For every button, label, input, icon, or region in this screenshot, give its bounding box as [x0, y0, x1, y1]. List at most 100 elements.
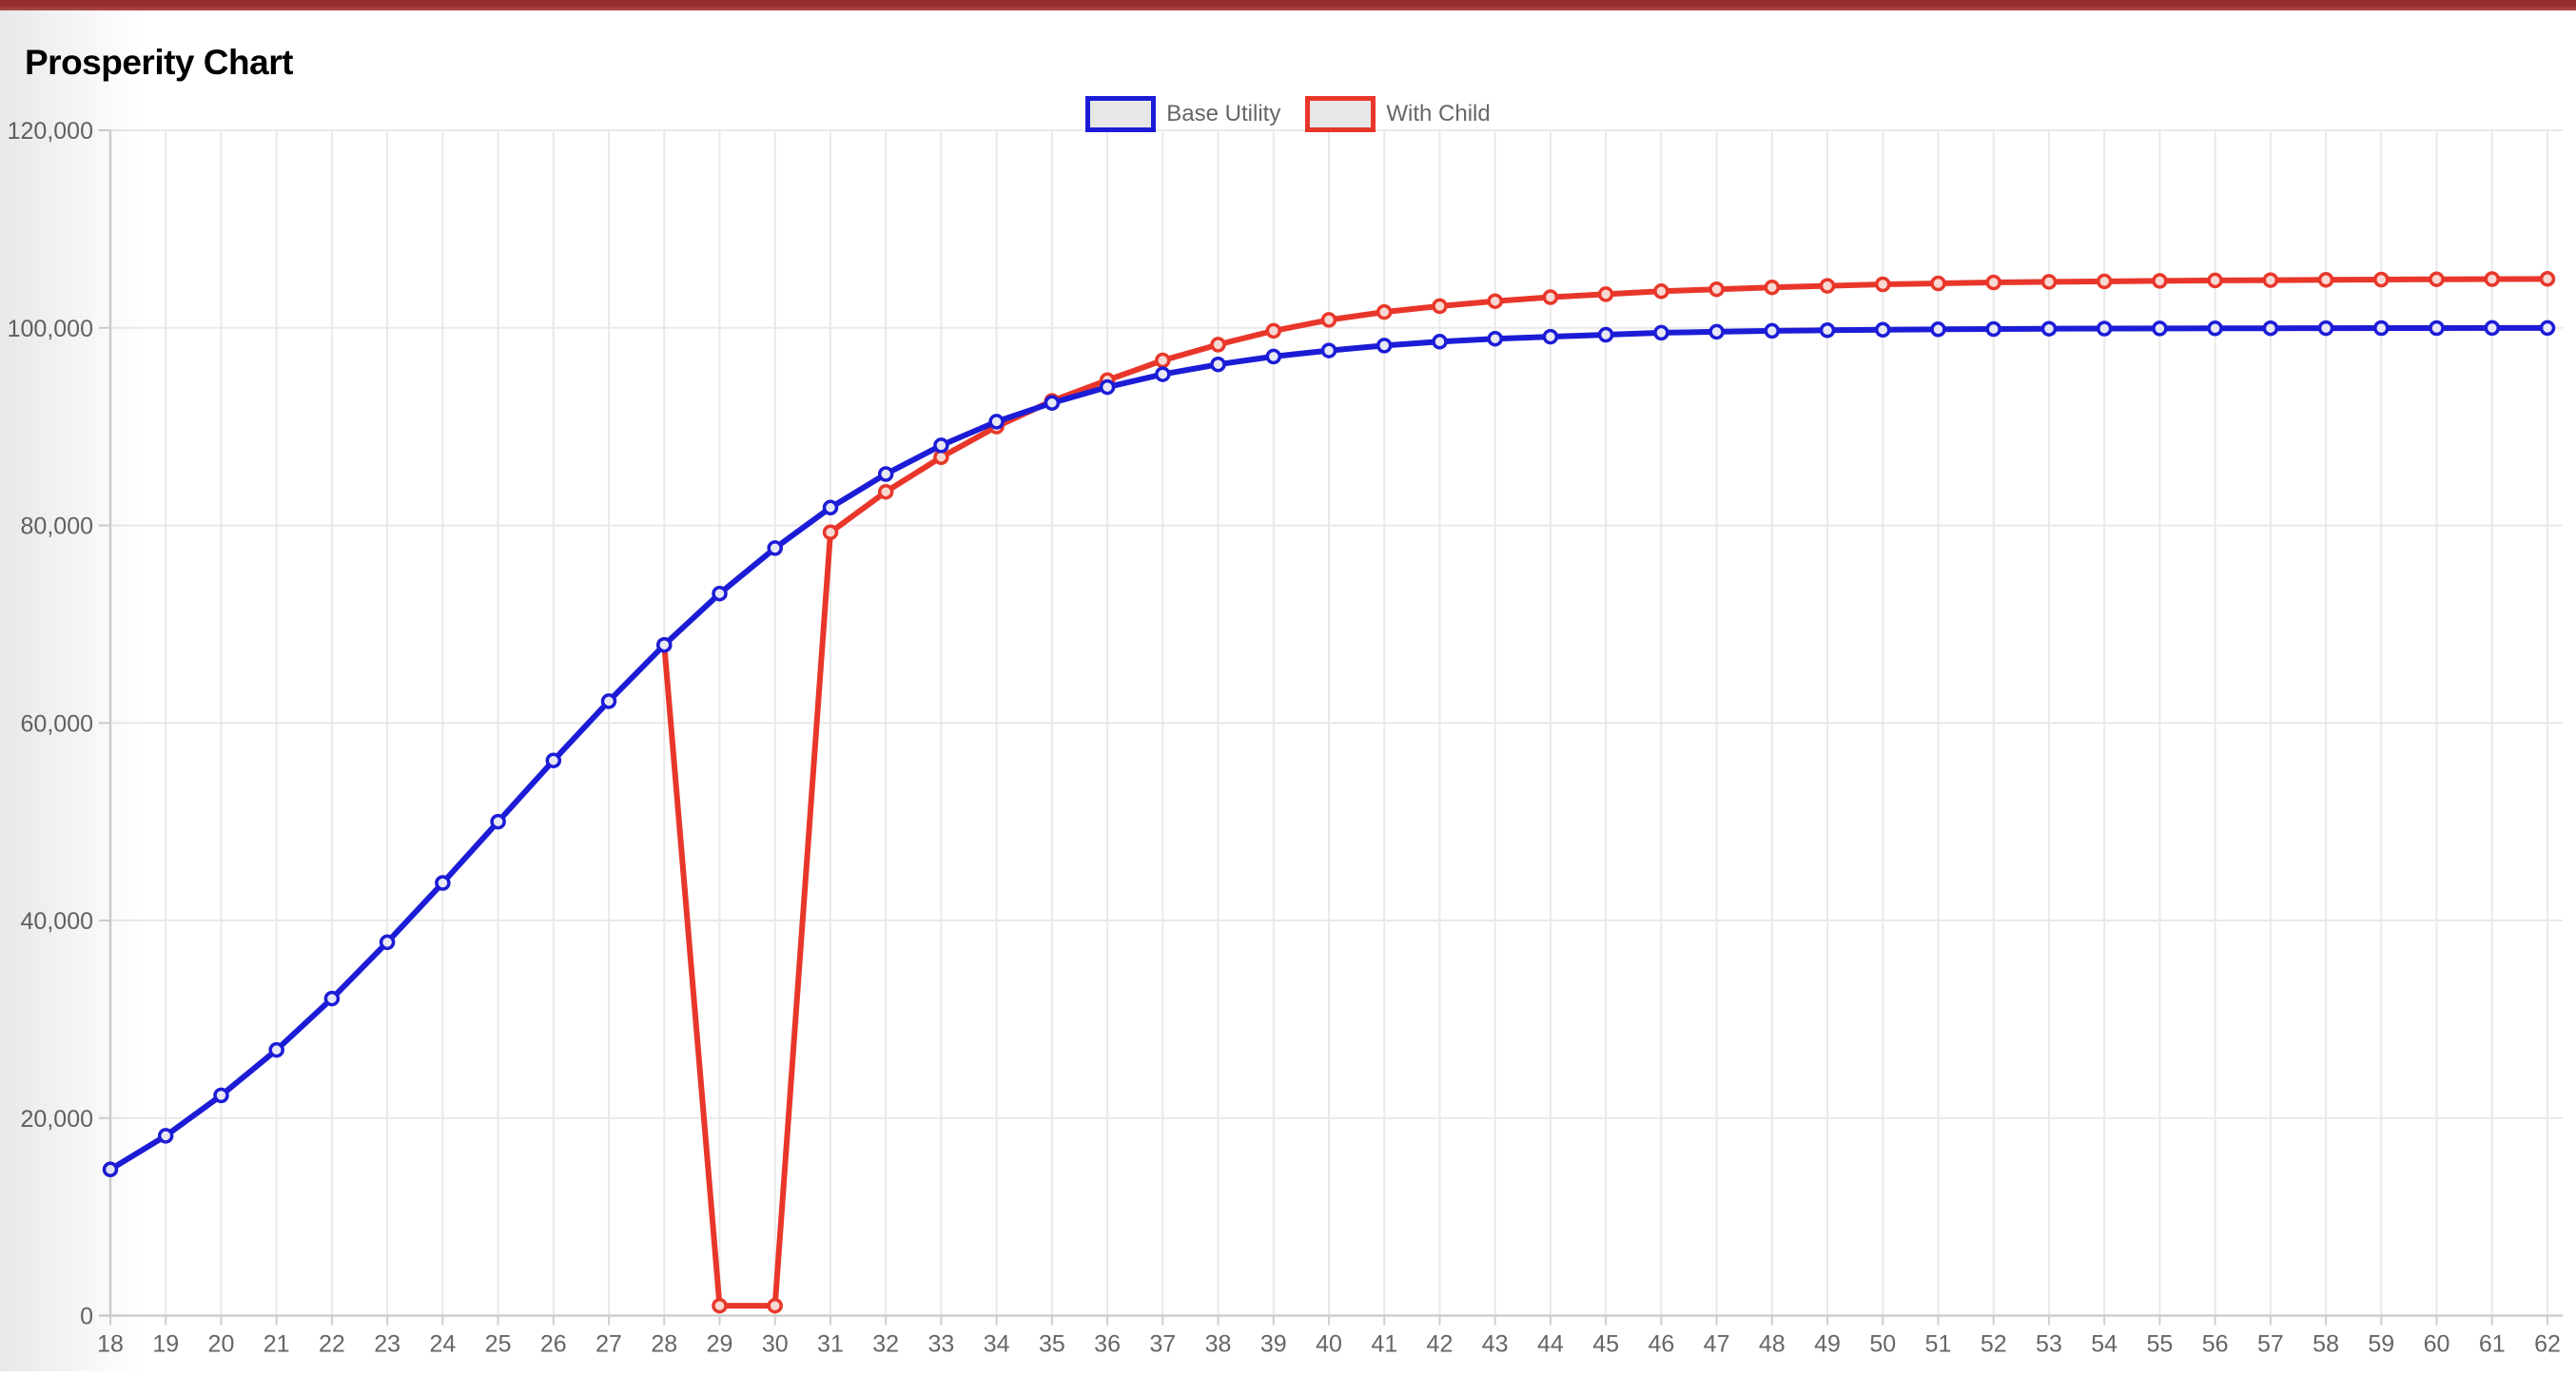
data-point[interactable]	[1819, 322, 1836, 339]
data-point[interactable]	[600, 693, 617, 709]
data-point[interactable]	[1764, 279, 1781, 296]
data-point[interactable]	[1985, 320, 2001, 338]
data-point[interactable]	[2096, 273, 2113, 290]
data-point[interactable]	[1542, 289, 1559, 305]
x-tick-label: 42	[1427, 1331, 1454, 1358]
data-point[interactable]	[1376, 303, 1393, 320]
data-point[interactable]	[1819, 278, 1836, 294]
x-tick-label: 46	[1648, 1331, 1674, 1358]
x-tick-label: 25	[485, 1331, 512, 1358]
x-tick-label: 39	[1260, 1331, 1287, 1358]
data-point[interactable]	[1930, 321, 1946, 338]
legend-item-base-utility[interactable]: Base Utility	[1085, 96, 1280, 132]
data-point[interactable]	[712, 1297, 728, 1314]
data-point[interactable]	[1653, 283, 1669, 300]
x-tick-label: 55	[2147, 1331, 2174, 1358]
data-point[interactable]	[1432, 334, 1448, 350]
x-tick-label: 59	[2368, 1331, 2394, 1358]
data-point[interactable]	[1653, 324, 1669, 341]
data-point[interactable]	[2539, 320, 2556, 337]
data-point[interactable]	[2429, 271, 2445, 287]
data-point[interactable]	[1265, 322, 1282, 339]
data-point[interactable]	[2484, 320, 2501, 337]
chart-legend: Base Utility With Child	[0, 93, 2576, 135]
x-tick-label: 52	[1981, 1331, 2007, 1358]
data-point[interactable]	[1155, 366, 1171, 382]
y-tick-label: 0	[80, 1304, 93, 1330]
data-point[interactable]	[2429, 320, 2445, 337]
x-tick-label: 56	[2202, 1331, 2229, 1358]
top-accent-bar	[0, 0, 2576, 10]
data-point[interactable]	[1044, 395, 1061, 411]
data-point[interactable]	[1930, 275, 1946, 292]
data-point[interactable]	[656, 636, 673, 653]
data-point[interactable]	[1597, 326, 1614, 343]
data-point[interactable]	[767, 1297, 783, 1314]
data-point[interactable]	[1099, 378, 1116, 396]
data-point[interactable]	[1265, 348, 1282, 365]
data-point[interactable]	[822, 524, 839, 541]
data-point[interactable]	[988, 414, 1005, 430]
y-tick-label: 120,000	[8, 118, 93, 145]
data-point[interactable]	[2262, 320, 2279, 337]
data-point[interactable]	[1708, 281, 1725, 298]
data-point[interactable]	[323, 990, 341, 1007]
data-point[interactable]	[1985, 274, 2001, 291]
data-point[interactable]	[1875, 321, 1891, 339]
x-tick-label: 54	[2091, 1331, 2117, 1358]
data-point[interactable]	[2040, 274, 2058, 290]
legend-item-with-child[interactable]: With Child	[1305, 96, 1491, 132]
data-point[interactable]	[933, 437, 949, 454]
data-point[interactable]	[545, 752, 562, 768]
x-tick-label: 49	[1814, 1331, 1841, 1358]
data-point[interactable]	[1708, 323, 1725, 340]
data-point[interactable]	[877, 466, 894, 482]
data-point[interactable]	[2040, 320, 2058, 337]
data-point[interactable]	[2317, 272, 2334, 288]
x-tick-label: 35	[1039, 1331, 1065, 1358]
data-point[interactable]	[2262, 272, 2279, 288]
data-point[interactable]	[435, 875, 451, 891]
data-point[interactable]	[1432, 298, 1448, 315]
data-point[interactable]	[1155, 352, 1171, 369]
data-point[interactable]	[1320, 342, 1337, 359]
data-point[interactable]	[2096, 320, 2113, 337]
y-tick-label: 40,000	[21, 908, 93, 935]
legend-label: With Child	[1386, 101, 1491, 126]
data-point[interactable]	[1597, 286, 1614, 302]
data-point[interactable]	[1210, 356, 1226, 373]
data-point[interactable]	[2539, 271, 2556, 287]
data-point[interactable]	[1764, 322, 1781, 339]
data-point[interactable]	[767, 540, 783, 556]
data-point[interactable]	[2207, 272, 2223, 289]
x-tick-label: 31	[817, 1331, 844, 1358]
x-tick-label: 37	[1149, 1331, 1176, 1358]
data-point[interactable]	[268, 1041, 284, 1058]
data-point[interactable]	[2373, 320, 2390, 337]
data-point[interactable]	[712, 585, 728, 602]
data-point[interactable]	[379, 934, 396, 951]
data-point[interactable]	[2317, 320, 2334, 337]
data-point[interactable]	[102, 1161, 119, 1178]
data-point[interactable]	[1487, 293, 1503, 309]
x-tick-label: 21	[263, 1331, 290, 1358]
data-point[interactable]	[1542, 328, 1559, 345]
data-point[interactable]	[2484, 271, 2501, 287]
data-point[interactable]	[2152, 273, 2168, 289]
data-point[interactable]	[490, 813, 506, 830]
data-point[interactable]	[1320, 312, 1337, 328]
data-point[interactable]	[1875, 276, 1891, 293]
data-point[interactable]	[2373, 271, 2390, 288]
data-point[interactable]	[822, 499, 839, 516]
data-point[interactable]	[2207, 320, 2223, 337]
data-point[interactable]	[213, 1087, 229, 1104]
data-point[interactable]	[2152, 320, 2168, 337]
data-point[interactable]	[877, 483, 894, 500]
data-point[interactable]	[1376, 338, 1393, 354]
data-point[interactable]	[157, 1128, 174, 1144]
data-point[interactable]	[1487, 330, 1503, 347]
data-point[interactable]	[1210, 337, 1226, 353]
x-tick-label: 26	[540, 1331, 567, 1358]
